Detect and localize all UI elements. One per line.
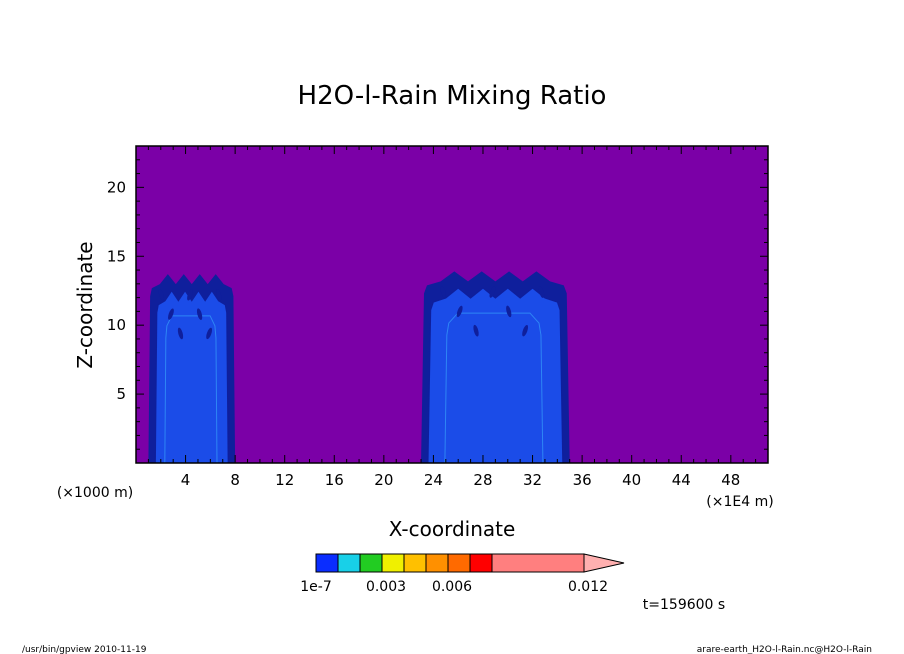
y-axis-label: Z-coordinate bbox=[73, 241, 97, 368]
cell-left-level-3 bbox=[164, 315, 218, 464]
x-tick-label: 4 bbox=[181, 471, 191, 489]
x-tick-label: 28 bbox=[473, 471, 492, 489]
x-tick-label: 32 bbox=[523, 471, 542, 489]
chart-title: H2O-l-Rain Mixing Ratio bbox=[298, 81, 607, 111]
x-tick-label: 44 bbox=[672, 471, 691, 489]
y-tick-label: 10 bbox=[107, 316, 126, 334]
colorbar-swatch bbox=[337, 553, 361, 573]
cell-left-fleck bbox=[158, 289, 165, 301]
x-tick-label: 40 bbox=[622, 471, 641, 489]
x-tick-label: 12 bbox=[275, 471, 294, 489]
colorbar-swatch bbox=[469, 553, 493, 573]
footer-left: /usr/bin/gpview 2010-11-19 bbox=[22, 645, 147, 654]
colorbar-swatch bbox=[491, 553, 585, 573]
x-tick-label: 24 bbox=[424, 471, 443, 489]
cell-right-fleck bbox=[538, 286, 545, 298]
x-axis-label: X-coordinate bbox=[389, 517, 516, 541]
cell-left-fleck bbox=[206, 327, 213, 340]
x-tick-label: 20 bbox=[374, 471, 393, 489]
cell-right bbox=[421, 271, 570, 464]
cell-left-fleck bbox=[187, 289, 193, 301]
cell-right-fleck bbox=[489, 286, 496, 298]
colorbar-label: 0.006 bbox=[432, 579, 472, 595]
cell-left-fleck bbox=[196, 308, 203, 320]
x-tick-label: 48 bbox=[721, 471, 740, 489]
cell-left bbox=[148, 274, 236, 464]
colorbar-label: 1e-7 bbox=[300, 579, 331, 595]
colorbar-swatch bbox=[381, 553, 405, 573]
colorbar-swatch bbox=[447, 553, 471, 573]
cell-left-fleck bbox=[168, 308, 174, 320]
cell-right-fleck bbox=[473, 324, 479, 337]
y-tick-label: 5 bbox=[116, 385, 126, 403]
colorbar-swatch bbox=[359, 553, 383, 573]
cell-left-fleck bbox=[216, 289, 222, 301]
colorbar-extend-arrow bbox=[583, 553, 625, 573]
cell-right-fleck bbox=[522, 324, 529, 337]
y-tick-label: 15 bbox=[107, 247, 126, 265]
colorbar-swatch bbox=[425, 553, 449, 573]
colorbar-swatch bbox=[403, 553, 427, 573]
colorbar: 1e-7 0.003 0.006 0.012 bbox=[300, 553, 625, 595]
x-tick-label: 16 bbox=[325, 471, 344, 489]
footer-right: arare-earth_H2O-l-Rain.nc@H2O-l-Rain bbox=[697, 645, 872, 654]
x-tick-label: 8 bbox=[230, 471, 240, 489]
colorbar-label: 0.012 bbox=[568, 579, 608, 595]
contour-cells bbox=[148, 271, 570, 464]
cell-right-fleck bbox=[506, 305, 512, 318]
x-unit-left: (×1000 m) bbox=[57, 485, 133, 501]
cell-right-fleck bbox=[456, 305, 463, 318]
plot-frame bbox=[135, 145, 769, 464]
colorbar-swatch bbox=[315, 553, 339, 573]
cell-right-level-3 bbox=[444, 312, 544, 464]
time-label: t=159600 s bbox=[643, 597, 725, 613]
y-tick-label: 20 bbox=[107, 178, 126, 196]
x-unit-right: (×1E4 m) bbox=[706, 494, 773, 510]
cell-left-fleck bbox=[177, 327, 184, 340]
x-tick-label: 36 bbox=[573, 471, 592, 489]
cell-right-fleck bbox=[440, 286, 446, 298]
colorbar-label: 0.003 bbox=[366, 579, 406, 595]
